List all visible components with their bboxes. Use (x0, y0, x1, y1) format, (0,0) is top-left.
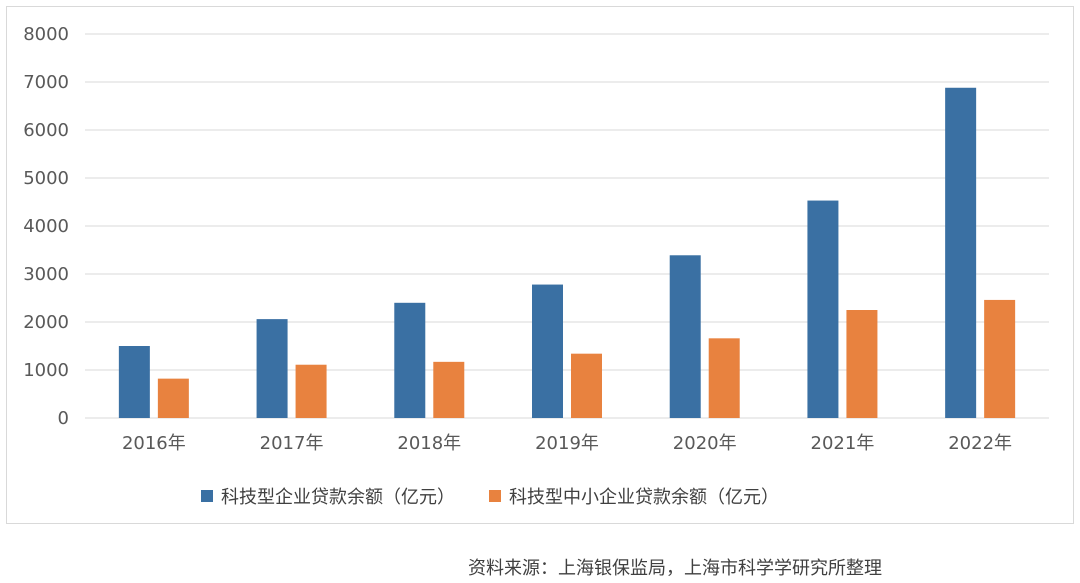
bar-series-1 (807, 200, 839, 418)
y-tick-label: 3000 (23, 264, 69, 285)
y-axis-ticks: 0 1000 2000 3000 4000 5000 6000 7000 8000 (23, 24, 69, 429)
gridlines (85, 33, 1049, 419)
y-tick-label: 6000 (23, 120, 69, 141)
x-tick-label: 2016年 (122, 433, 186, 454)
x-tick-label: 2018年 (397, 433, 461, 454)
legend-label-series-1: 科技型企业贷款余额（亿元） (221, 487, 455, 508)
legend: 科技型企业贷款余额（亿元） 科技型中小企业贷款余额（亿元） (201, 483, 779, 509)
bar-series-2 (708, 338, 740, 418)
bar-series-2 (571, 353, 602, 418)
legend-swatch-series-2 (489, 490, 501, 502)
bar-series-1 (118, 346, 150, 418)
y-tick-label: 4000 (23, 216, 69, 237)
y-tick-label: 1000 (23, 360, 69, 381)
legend-item-series-2: 科技型中小企业贷款余额（亿元） (489, 483, 779, 509)
x-tick-label: 2020年 (673, 433, 737, 454)
x-tick-label: 2022年 (948, 433, 1012, 454)
bar-series-2 (433, 361, 465, 418)
legend-swatch-series-1 (201, 490, 213, 502)
bar-series-2 (984, 299, 1016, 418)
bar-series-2 (157, 378, 189, 418)
x-tick-label: 2021年 (811, 433, 875, 454)
bar-series-1 (394, 302, 426, 418)
legend-label-series-2: 科技型中小企业贷款余额（亿元） (509, 487, 779, 508)
y-tick-label: 2000 (23, 312, 69, 333)
y-tick-label: 0 (58, 408, 69, 429)
x-tick-label: 2019年 (535, 433, 599, 454)
legend-item-series-1: 科技型企业贷款余额（亿元） (201, 483, 455, 509)
y-tick-label: 8000 (23, 24, 69, 45)
bar-series-1 (945, 87, 977, 418)
source-note: 资料来源：上海银保监局，上海市科学学研究所整理 (468, 558, 882, 579)
chart-frame: 0 1000 2000 3000 4000 5000 6000 7000 8000 2016年 2… (6, 6, 1074, 524)
bar-series-2 (846, 310, 878, 418)
x-axis-ticks: 2016年 2017年 2018年 2019年 2020年 2021年 2022年 (122, 433, 1012, 454)
x-tick-label: 2017年 (260, 433, 324, 454)
bar-series-1 (532, 284, 563, 418)
y-tick-label: 7000 (23, 72, 69, 93)
bar-series-1 (256, 319, 288, 418)
bars (118, 87, 1016, 418)
y-tick-label: 5000 (23, 168, 69, 189)
bar-series-1 (669, 255, 701, 418)
bar-series-2 (295, 364, 327, 418)
